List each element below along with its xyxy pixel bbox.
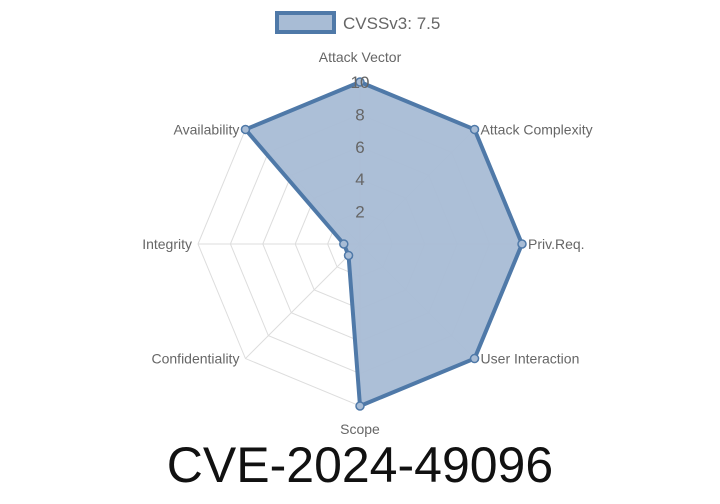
- legend-swatch: [275, 11, 336, 34]
- axis-label: Integrity: [142, 236, 192, 252]
- tick-label: 6: [355, 138, 364, 157]
- axis-label: Confidentiality: [152, 351, 240, 367]
- tick-label: 8: [355, 105, 364, 124]
- tick-label: 2: [355, 203, 364, 222]
- axis-label: Scope: [340, 421, 380, 437]
- grid-spoke: [245, 243, 361, 359]
- axis-label: Availability: [174, 121, 240, 137]
- legend[interactable]: CVSSv3: 7.5: [275, 11, 440, 34]
- axis-label: Priv.Req.: [528, 236, 585, 252]
- data-point[interactable]: [469, 124, 480, 135]
- tick-label: 4: [355, 170, 364, 189]
- chart-title: CVE-2024-49096: [167, 437, 553, 493]
- axis-labels: Attack Vector Attack Complexity Priv.Req. U…: [142, 49, 592, 437]
- data-point[interactable]: [343, 250, 354, 261]
- data-point[interactable]: [355, 401, 365, 411]
- data-point[interactable]: [355, 77, 365, 87]
- axis-label: Attack Complexity: [481, 121, 593, 137]
- tick-label: 10: [351, 73, 370, 92]
- data-point[interactable]: [469, 353, 480, 364]
- tick-labels: 2 4 6 8 10: [351, 73, 370, 222]
- data-point[interactable]: [240, 124, 251, 135]
- legend-label: CVSSv3: 7.5: [343, 14, 440, 33]
- axis-label: User Interaction: [481, 351, 580, 367]
- data-point[interactable]: [339, 239, 349, 249]
- series: [240, 77, 527, 411]
- axis-label: Attack Vector: [319, 49, 402, 65]
- data-point[interactable]: [517, 239, 527, 249]
